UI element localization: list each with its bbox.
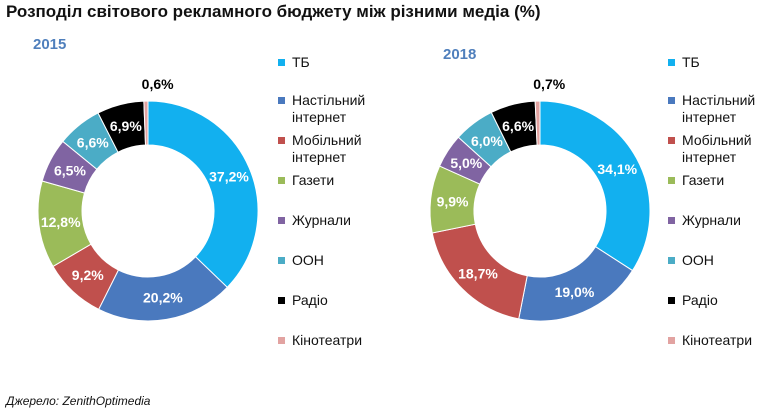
legend-label: Радіо	[682, 292, 718, 308]
legend-item-2018-5: ООН	[668, 252, 762, 269]
slice-2018-7	[534, 100, 541, 146]
legend-item-2018-1: Настільний інтернет	[668, 92, 762, 126]
legend-item-2018-2: Мобільний інтернет	[668, 132, 762, 166]
data-label-2015-2: 9,2%	[72, 267, 104, 283]
legend-swatch	[668, 217, 675, 224]
source-note: Джерело: ZenithOptimedia	[6, 394, 151, 408]
legend-swatch	[278, 97, 285, 104]
legend-swatch	[668, 137, 675, 144]
legend-label: Журнали	[292, 212, 351, 228]
data-label-2018-7: 0,7%	[533, 76, 565, 92]
legend-label: Кінотеатри	[292, 332, 363, 348]
legend-swatch	[668, 97, 675, 104]
donut-chart-2015: 37,2% 20,2% 9,2% 12,8% 6,5% 6,6%6,9% 0,6%	[37, 76, 259, 322]
legend-item-2015-6: Радіо	[278, 292, 372, 309]
legend-item-2015-4: Журнали	[278, 212, 372, 229]
legend-swatch	[278, 297, 285, 304]
data-label-2018-4: 5,0%	[450, 155, 482, 171]
data-label-2018-1: 19,0%	[555, 284, 595, 300]
legend-label: Мобільний інтернет	[682, 132, 752, 165]
legend-item-2015-0: ТБ	[278, 54, 372, 71]
data-label-2015-3: 12,8%	[41, 214, 81, 230]
legend-swatch	[278, 137, 285, 144]
legend-label: ТБ	[682, 54, 700, 70]
data-label-2015-7: 0,6%	[142, 76, 174, 92]
legend-label: Журнали	[682, 212, 741, 228]
data-label-2018-3: 9,9%	[437, 193, 469, 209]
legend-swatch	[668, 337, 675, 344]
legend-label: Настільний інтернет	[292, 92, 366, 125]
legend-item-2018-0: ТБ	[668, 54, 762, 71]
legend-label: ТБ	[292, 54, 310, 70]
legend-swatch	[668, 257, 675, 264]
legend-swatch	[278, 217, 285, 224]
legend-label: Газети	[682, 172, 725, 188]
data-label-2015-0: 37,2%	[209, 169, 249, 185]
data-label-2018-2: 18,7%	[458, 265, 498, 281]
legend-swatch	[668, 59, 675, 66]
data-label-2015-4: 6,5%	[54, 162, 86, 178]
legend-item-2018-7: Кінотеатри	[668, 332, 762, 349]
data-label-2018-0: 34,1%	[597, 161, 637, 177]
legend-swatch	[668, 297, 675, 304]
legend-label: ООН	[292, 252, 324, 268]
slice-2015-7	[143, 100, 149, 146]
legend-item-2015-3: Газети	[278, 172, 372, 189]
legend-label: Настільний інтернет	[682, 92, 756, 125]
legend-label: ООН	[682, 252, 714, 268]
slice-2015-0	[147, 100, 259, 289]
legend-label: Мобільний інтернет	[292, 132, 362, 165]
data-label-2015-1: 20,2%	[143, 290, 183, 306]
legend-swatch	[668, 177, 675, 184]
legend-item-2018-4: Журнали	[668, 212, 762, 229]
slice-2018-0	[539, 100, 651, 272]
legend-swatch	[278, 59, 285, 66]
chart-2015-title: 2015	[33, 36, 67, 53]
data-label-2015-6: 6,9%	[110, 118, 142, 134]
legend-item-2018-6: Радіо	[668, 292, 762, 309]
data-label-2018-5: 6,0%	[471, 133, 503, 149]
legend-swatch	[278, 177, 285, 184]
legend-label: Газети	[292, 172, 335, 188]
legend-item-2018-3: Газети	[668, 172, 762, 189]
legend-item-2015-2: Мобільний інтернет	[278, 132, 372, 166]
chart-2018-title: 2018	[443, 46, 477, 63]
legend-item-2015-1: Настільний інтернет	[278, 92, 372, 126]
data-label-2015-5: 6,6%	[77, 134, 109, 150]
legend-item-2015-7: Кінотеатри	[278, 332, 372, 349]
legend-swatch	[278, 257, 285, 264]
legend-item-2015-5: ООН	[278, 252, 372, 269]
donut-chart-2018: 34,1% 19,0% 18,7% 9,9% 5,0% 6,0%6,6% 0,7%	[429, 76, 651, 322]
chart-title: Розподіл світового рекламного бюджету мі…	[6, 2, 541, 21]
legend-label: Кінотеатри	[682, 332, 753, 348]
data-label-2018-6: 6,6%	[502, 118, 534, 134]
legend-swatch	[278, 337, 285, 344]
legend-label: Радіо	[292, 292, 328, 308]
